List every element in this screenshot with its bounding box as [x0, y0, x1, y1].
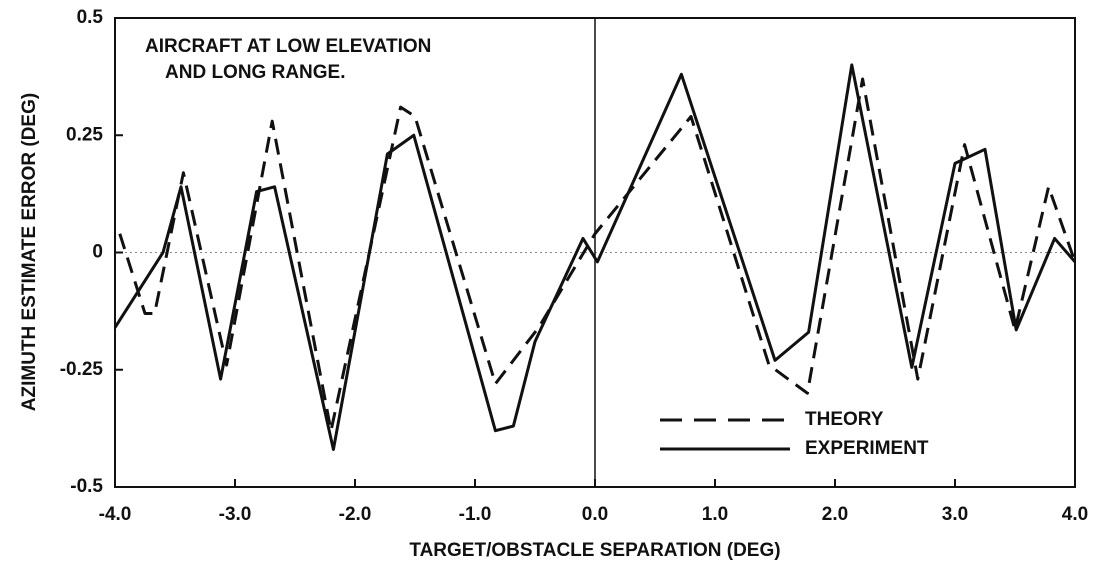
- x-tick-label: 0.0: [582, 504, 608, 525]
- y-tick-label: 0.5: [77, 7, 104, 28]
- y-tick-label: 0: [92, 242, 103, 263]
- legend-label: THEORY: [805, 409, 884, 430]
- x-tick-label: 2.0: [822, 504, 848, 525]
- annotation: AIRCRAFT AT LOW ELEVATION: [145, 36, 431, 57]
- x-tick-label: -3.0: [219, 504, 252, 525]
- y-tick-label: -0.5: [70, 476, 103, 497]
- x-tick-label: 1.0: [702, 504, 728, 525]
- y-tick-label: -0.25: [60, 359, 104, 380]
- y-tick-label: 0.25: [66, 124, 103, 145]
- x-axis-label: TARGET/OBSTACLE SEPARATION (DEG): [409, 540, 780, 561]
- x-tick-label: -4.0: [99, 504, 132, 525]
- series-line: [118, 77, 1077, 433]
- series-line: [113, 63, 1077, 451]
- x-tick-label: 4.0: [1062, 504, 1088, 525]
- legend-label: EXPERIMENT: [805, 438, 929, 459]
- x-tick-label: -2.0: [339, 504, 372, 525]
- x-tick-label: -1.0: [459, 504, 492, 525]
- annotation: AND LONG RANGE.: [165, 62, 346, 83]
- x-tick-label: 3.0: [942, 504, 968, 525]
- y-axis-label: AZIMUTH ESTIMATE ERROR (DEG): [19, 93, 40, 411]
